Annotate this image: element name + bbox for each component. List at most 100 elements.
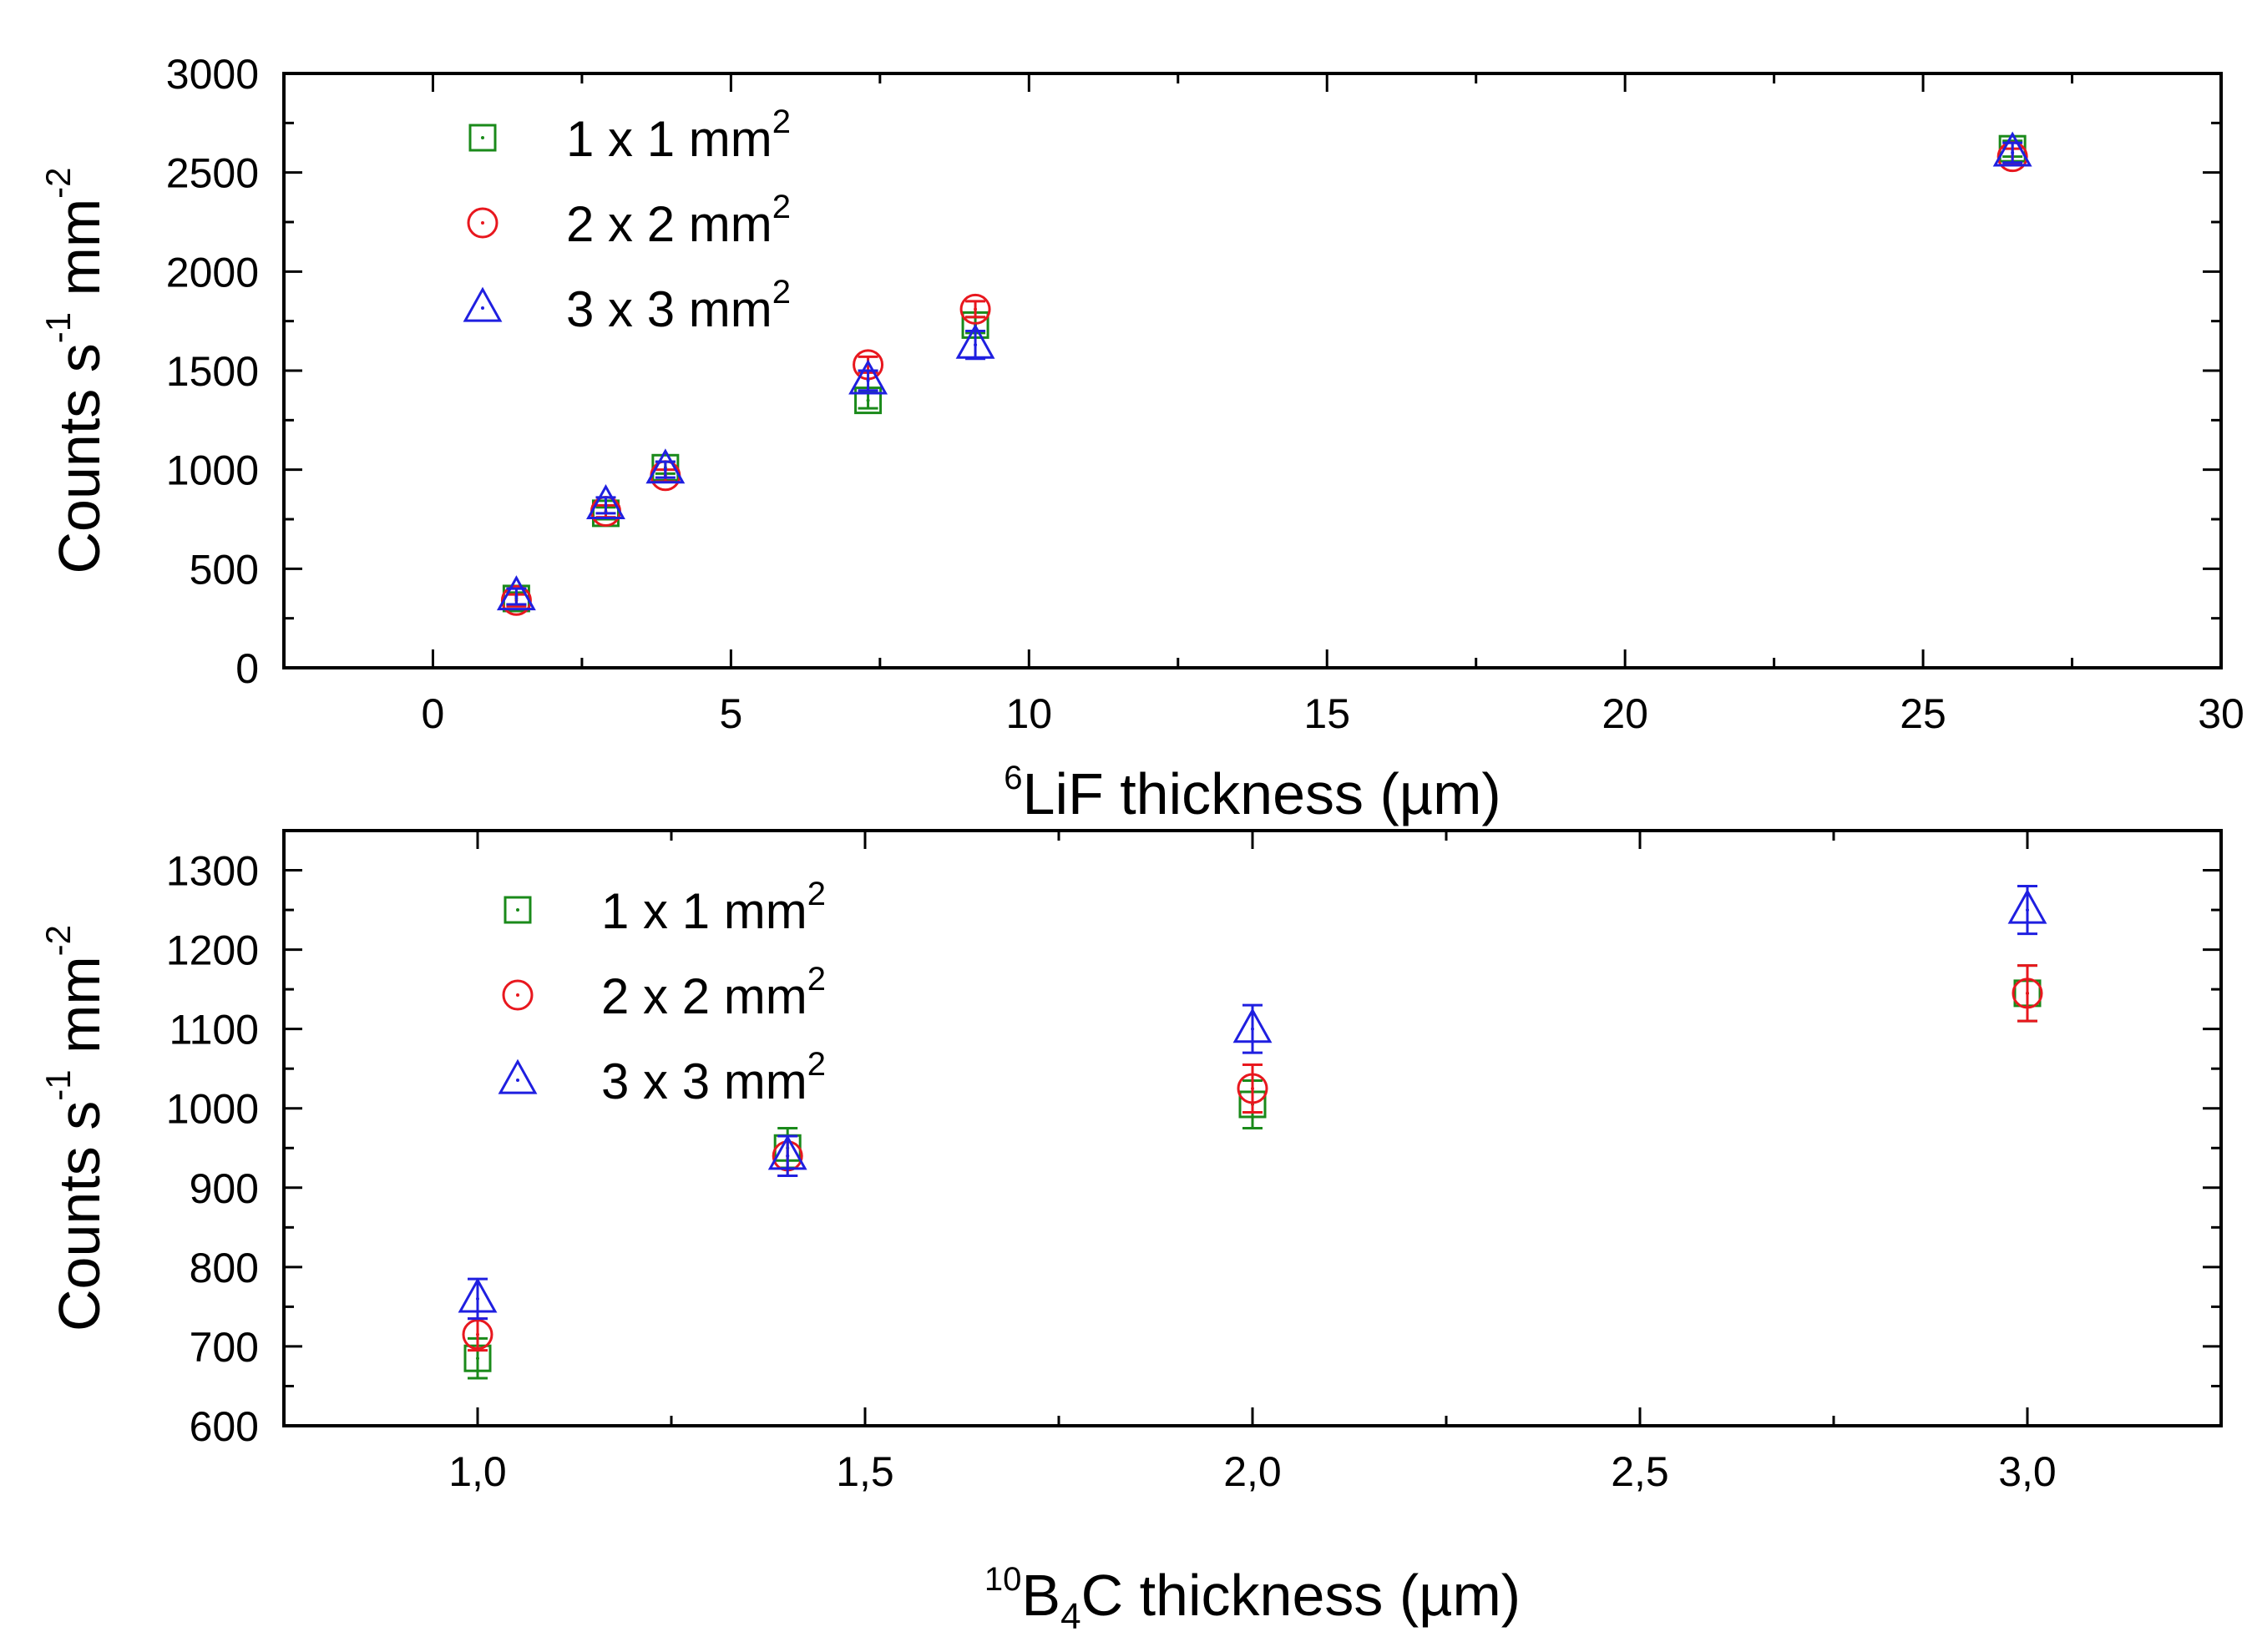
legend-label-superscript: 2 (807, 1046, 826, 1083)
y-axis-title: Counts s-1 mm-2 (38, 925, 113, 1331)
y-title-sup1: -1 (38, 312, 78, 343)
x-tick-label: 1,5 (836, 1448, 894, 1495)
x-tick-label: 30 (2198, 690, 2244, 737)
data-point-circle (500, 584, 532, 616)
x-title-subscript: 4 (1060, 1596, 1080, 1637)
legend-marker-square (504, 896, 532, 924)
data-point-triangle-dot (476, 1296, 479, 1301)
data-point-triangle-dot (2011, 150, 2015, 154)
y-title-main: Counts s (47, 343, 112, 573)
legend-marker-triangle-dot (516, 1079, 519, 1082)
data-point-triangle (496, 575, 536, 611)
legend-label: 3 x 3 mm2 (566, 274, 791, 337)
x-tick-label: 0 (422, 690, 445, 737)
bottom-panel-b4c: 1,0 1,5 2,0 2,5 3,0 600 700 800 900 1000 1100 1200 1… (38, 829, 2223, 1637)
y-tick-label: 0 (235, 645, 259, 692)
legend-label-superscript: 2 (772, 189, 791, 225)
x-tick-label: 25 (1900, 690, 1946, 737)
data-point-triangle-dot (974, 343, 978, 347)
legend-label-superscript: 2 (772, 104, 791, 140)
data-point-triangle (1232, 1008, 1273, 1043)
x-title-superscript: 10 (984, 1561, 1022, 1598)
x-tick-label: 5 (719, 690, 742, 737)
series-triangle (458, 885, 2047, 1321)
data-point-triangle (586, 483, 625, 520)
data-point-triangle-dot (866, 378, 870, 382)
legend-label-text: 3 x 3 mm (566, 281, 772, 337)
x-tick-label: 10 (1005, 690, 1052, 737)
y-tick-label: 900 (190, 1165, 259, 1212)
legend-marker-circle (502, 979, 534, 1011)
legend-marker-circle-dot (516, 993, 519, 997)
legend-label-superscript: 2 (807, 876, 826, 912)
legend-marker-square-dot (516, 908, 519, 912)
data-point-circle-dot (2026, 991, 2029, 995)
data-point-triangle (767, 1134, 807, 1170)
y-title-sup2: -2 (38, 167, 78, 198)
y-tick-label: 1000 (166, 447, 259, 494)
x-tick-label: 1,0 (448, 1448, 507, 1495)
legend-marker-triangle-dot (481, 306, 484, 310)
data-point-circle (959, 293, 991, 325)
data-point-triangle-dot (663, 467, 667, 472)
y-tick-label: 1000 (166, 1086, 259, 1133)
legend-marker-triangle (463, 286, 503, 322)
x-title-main: LiF thickness (µm) (1023, 761, 1501, 826)
data-point-triangle-dot (786, 1154, 790, 1158)
data-point-circle (1237, 1073, 1268, 1104)
y-tick-label: 800 (190, 1245, 259, 1291)
y-tick-label: 1300 (166, 848, 259, 895)
data-point-square-dot (476, 1356, 479, 1361)
y-tick-label: 600 (190, 1403, 259, 1450)
data-point-triangle (458, 1277, 498, 1313)
y-title-sup1: -1 (38, 1069, 78, 1100)
legend-marker-square (468, 124, 497, 152)
data-point-circle (462, 1319, 493, 1351)
legend-marker-circle (467, 207, 498, 239)
data-point-triangle (2007, 888, 2047, 924)
x-tick-label: 3,0 (1998, 1448, 2057, 1495)
x-tick-label: 20 (1602, 690, 1648, 737)
x-tick-label: 2,0 (1223, 1448, 1282, 1495)
legend-label-text: 2 x 2 mm (566, 196, 772, 252)
legend-label-superscript: 2 (807, 961, 826, 998)
data-point-circle-dot (1251, 1086, 1254, 1090)
legend-marker-square-dot (481, 136, 484, 139)
legend-label-text: 2 x 2 mm (601, 968, 807, 1024)
data-point-circle-dot (476, 1332, 479, 1336)
legend-label: 3 x 3 mm2 (601, 1046, 826, 1109)
data-point-triangle-dot (1251, 1027, 1254, 1031)
data-point-triangle-dot (604, 503, 608, 508)
data-point-triangle (848, 359, 888, 395)
legend-label: 1 x 1 mm2 (566, 104, 791, 167)
data-point-circle (2012, 978, 2043, 1009)
y-tick-label: 500 (190, 546, 259, 593)
y-title-mid: mm (47, 199, 112, 312)
data-point-triangle-dot (514, 594, 519, 599)
y-title-mid: mm (47, 956, 112, 1069)
data-point-triangle-dot (2026, 908, 2029, 912)
x-title-superscript: 6 (1004, 760, 1022, 796)
data-point-square-dot (866, 398, 870, 402)
y-tick-label: 1500 (166, 348, 259, 395)
legend-label-superscript: 2 (772, 274, 791, 311)
y-tick-label: 1200 (166, 927, 259, 974)
x-title-prefix: B (1021, 1563, 1060, 1628)
data-point-triangle (1992, 131, 2032, 167)
legend-label-text: 1 x 1 mm (566, 111, 772, 167)
x-tick-label: 15 (1303, 690, 1350, 737)
legend-label: 1 x 1 mm2 (601, 876, 826, 939)
y-tick-label: 1100 (169, 1007, 259, 1053)
y-title-sup2: -2 (38, 925, 78, 956)
y-axis-title: Counts s-1 mm-2 (38, 167, 113, 573)
y-tick-label: 2000 (166, 249, 259, 296)
x-title-main: C thickness (µm) (1081, 1563, 1521, 1628)
data-point-triangle (955, 323, 995, 359)
series-triangle (496, 131, 2032, 611)
data-point-triangle (645, 448, 686, 484)
data-point-circle-dot (974, 307, 978, 311)
y-title-main: Counts s (47, 1101, 112, 1331)
top-panel-lif: 0 5 10 15 20 25 30 0 500 1000 1500 2000 2500 3000 6LiF… (38, 51, 2244, 826)
legend-label-text: 3 x 3 mm (601, 1053, 807, 1109)
